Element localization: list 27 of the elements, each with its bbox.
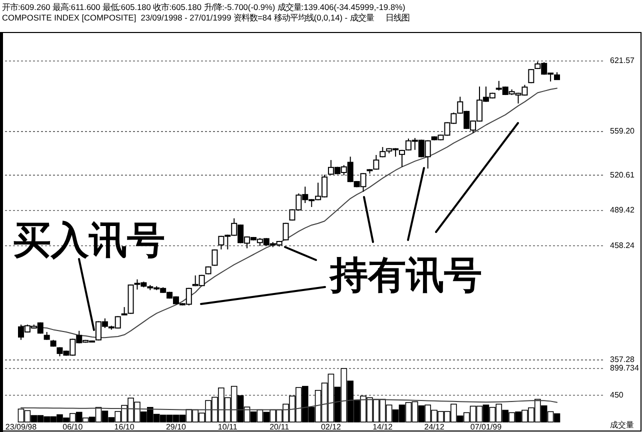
x-tick-label: 02/12 [320,422,342,432]
candlestick [212,248,218,266]
y-tick-label: 489.42 [610,206,636,215]
y-tick-label: 520.61 [610,170,636,180]
annotation: 买入讯号 [13,217,165,262]
y-tick-label: 357.28 [610,355,636,364]
y-tick-label: 450 [610,390,624,400]
x-tick-label: 23/09/98 [5,422,38,432]
chart-subtitle: COMPOSITE INDEX [COMPOSITE] 23/09/1998 - 27/01/1999 资料数=84 移动平均线(0,0,14) - 成交量 日线图 [2,12,410,22]
y-tick-label: 559.20 [610,126,636,136]
x-tick-label: 07/01/99 [470,422,502,432]
x-tick-label: 16/10 [114,422,135,432]
x-tick-label: 14/12 [372,422,394,432]
y-tick-label: 458.24 [610,240,636,250]
y-axis-title: 成交量 [610,420,634,430]
candlestick [282,222,289,241]
y-tick-label: 899.734 [610,364,640,373]
x-tick-label: 29/10 [166,422,187,432]
y-tick-label: 621.57 [610,56,636,66]
candlestick [528,68,534,84]
x-tick-label: 24/12 [424,422,445,432]
x-tick-label: 10/11 [218,422,238,432]
chart-title: 开市:609.260 最高:611.600 最低:605.180 收市:605.180 升/降:-5.700(-0.9%) 成交量:139.406(-34.45999,-19.8%) [2,2,406,12]
x-tick-label: 20/11 [270,422,290,432]
x-tick-label: 06/10 [62,422,84,432]
annotation: 持有讯号 [328,252,482,297]
line-series [20,399,558,410]
